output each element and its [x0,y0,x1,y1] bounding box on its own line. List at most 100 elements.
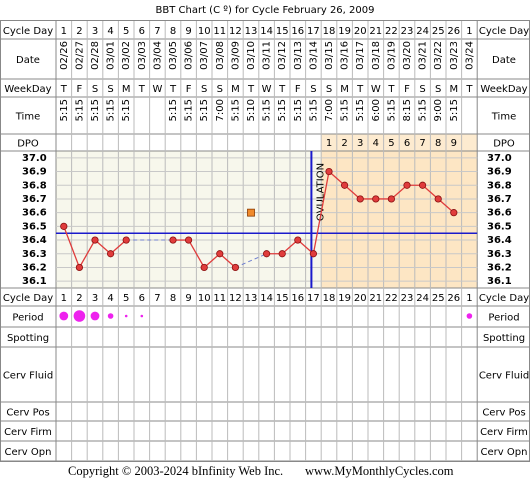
cycle-day: 10 [198,26,211,37]
row-label: Cerv Firm [480,427,528,438]
temp-point [262,250,271,258]
row-label: DPO [17,139,39,150]
cycle-day: 24 [416,26,429,37]
weekday: W [152,84,162,95]
cycle-day: 3 [92,293,98,304]
time: 5:15 [90,99,101,121]
cycle-day: 14 [260,26,273,37]
time: 5:15 [293,99,304,121]
weekday: F [77,84,83,95]
dpo: 6 [404,138,410,149]
row-label: Period [488,313,519,324]
row-label: Spotting [483,333,525,344]
cycle-day: 13 [245,293,258,304]
weekday: T [387,84,395,95]
temp-point [200,263,208,272]
weekday: W [371,84,381,95]
row-label: Period [12,313,43,324]
row-label: Date [492,55,516,66]
date: 03/13 [293,41,304,70]
weekday: M [231,84,240,95]
row-label: Cerv Opn [5,447,52,458]
y-tick-label: 36.6 [487,208,512,219]
cycle-day: 9 [185,26,191,37]
dpo: 1 [326,138,332,149]
cycle-day: 2 [76,293,82,304]
weekday: S [310,84,316,95]
row-label: Time [491,112,516,123]
cycle-day: 23 [401,26,414,37]
ovulation-label: OVULATION [315,163,326,221]
time: 5:15 [449,99,460,121]
date: 03/05 [168,41,179,70]
cycle-day: 21 [369,26,382,37]
row-label: Cycle Day [3,293,53,304]
chart-title: BBT Chart (C º) for Cycle February 26, 2… [156,5,375,16]
cycle-day: 1 [61,26,67,37]
date: 03/19 [386,41,397,70]
time: 5:15 [340,99,351,121]
time: 8:15 [402,99,413,121]
row-label: Cerv Fluid [3,371,53,382]
copyright: Copyright © 2003-2024 bInfinity Web Inc. [68,464,283,478]
weekday: T [247,84,255,95]
date: 03/23 [449,41,460,70]
cycle-day: 20 [354,26,367,37]
cycle-day: 22 [385,293,398,304]
date: 02/26 [59,41,70,70]
weekday: M [122,84,131,95]
weekday: T [465,84,473,95]
temp-point [418,181,427,189]
date: 02/27 [74,41,85,70]
temp-point [403,181,411,189]
cycle-day: 1 [466,293,472,304]
cycle-day: 6 [139,293,145,304]
cycle-day: 11 [213,26,226,37]
temp-point [309,250,317,258]
temp-point [216,250,224,258]
cycle-day: 12 [229,293,242,304]
y-tick-label: 36.1 [487,276,512,287]
temp-point [75,263,84,272]
cycle-day: 12 [229,26,242,37]
row-label: Cycle Day [479,293,529,304]
temp-point [325,167,333,176]
weekday: T [356,84,364,95]
discarded-temp [247,208,255,217]
date: 03/11 [262,41,273,70]
y-tick-label: 36.7 [487,194,512,205]
y-tick-label: 36.2 [487,262,512,273]
y-tick-label: 36.5 [22,221,47,232]
time: 7:00 [324,99,335,121]
y-tick-label: 36.8 [487,180,512,191]
period-mark [90,311,100,321]
time: 5:15 [184,99,195,121]
time: 5:15 [230,99,241,121]
weekday: F [404,84,410,95]
date: 03/15 [324,41,335,70]
period-mark [107,313,114,319]
cycle-day: 26 [447,26,460,37]
time: 5:15 [418,99,429,121]
gap-connector [235,253,267,268]
website: www.MyMonthlyCycles.com [305,464,454,478]
temp-point [372,195,380,203]
cycle-day: 11 [213,293,226,304]
date: 03/18 [371,41,382,70]
weekday: T [138,84,146,95]
cycle-day: 18 [323,26,336,37]
y-tick-label: 36.9 [487,167,512,178]
period-mark [73,310,86,322]
cycle-day: 25 [432,26,445,37]
y-tick-label: 36.4 [487,235,512,246]
dpo: 5 [388,138,394,149]
cycle-day: 17 [307,26,320,37]
weekday: S [107,84,113,95]
row-label: WeekDay [4,84,51,95]
y-tick-label: 36.7 [22,194,47,205]
cycle-day: 10 [198,293,211,304]
temp-point [107,250,115,258]
temp-point [387,195,395,203]
cycle-day: 19 [338,293,351,304]
cycle-day: 2 [76,26,82,37]
